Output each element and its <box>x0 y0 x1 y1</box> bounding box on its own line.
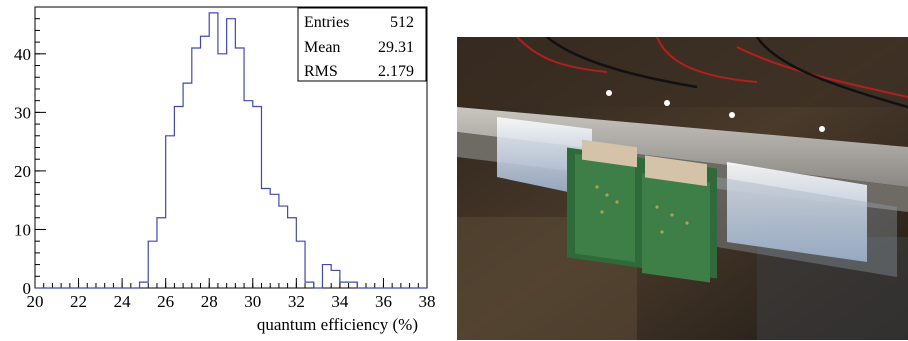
stats-box: Entries 512 Mean 29.31 RMS 2.179 <box>297 7 427 82</box>
y-tick-label: 40 <box>14 45 31 64</box>
histogram-chart: 20 22 24 26 28 30 32 34 36 38 0 10 20 30 40 quantum e… <box>14 6 436 334</box>
y-tick-label: 10 <box>14 220 31 239</box>
x-tick-label: 26 <box>157 292 174 311</box>
x-tick-label: 24 <box>114 292 132 311</box>
histogram-series-line <box>35 12 427 289</box>
y-tick-label: 30 <box>14 103 31 122</box>
x-tick-label: 34 <box>331 292 349 311</box>
x-tick-label: 36 <box>375 292 392 311</box>
stats-mean-value: 29.31 <box>378 39 414 56</box>
detector-photo-image <box>457 37 908 340</box>
stats-mean-label: Mean <box>304 39 340 56</box>
histogram-panel: 20 22 24 26 28 30 32 34 36 38 0 10 20 30 40 quantum e… <box>0 0 440 341</box>
x-tick-label: 32 <box>288 292 305 311</box>
x-tick-label: 30 <box>244 292 261 311</box>
x-tick-label: 22 <box>70 292 87 311</box>
y-tick-label: 0 <box>23 279 32 298</box>
x-axis-title: quantum efficiency (%) <box>257 315 418 334</box>
stats-entries-value: 512 <box>390 14 414 31</box>
stats-rms-value: 2.179 <box>378 63 414 80</box>
y-tick-label: 20 <box>14 162 31 181</box>
x-tick-label: 20 <box>27 292 44 311</box>
detector-photo <box>457 37 908 340</box>
stats-rms-label: RMS <box>304 63 338 80</box>
x-tick-label: 28 <box>201 292 218 311</box>
stats-entries-label: Entries <box>304 14 349 31</box>
x-tick-label: 38 <box>419 292 436 311</box>
